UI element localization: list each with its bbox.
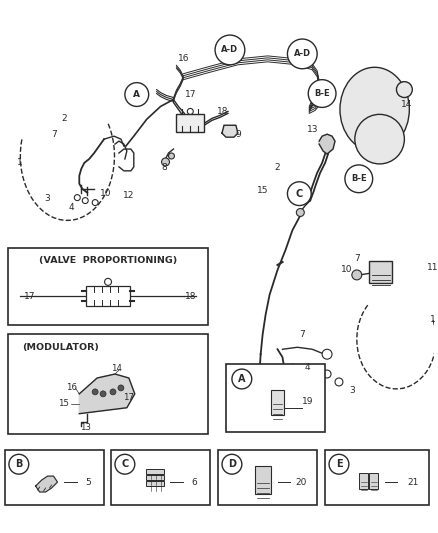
Polygon shape — [222, 125, 238, 137]
Bar — [146, 481, 163, 486]
Circle shape — [100, 391, 106, 397]
Circle shape — [308, 79, 336, 108]
Text: 5: 5 — [85, 478, 91, 487]
Bar — [86, 286, 130, 305]
Text: (VALVE  PROPORTIONING): (VALVE PROPORTIONING) — [39, 255, 177, 264]
Text: D: D — [228, 459, 236, 469]
Circle shape — [215, 35, 245, 65]
Bar — [226, 364, 325, 432]
Circle shape — [396, 82, 412, 98]
Text: 7: 7 — [52, 130, 57, 139]
Text: 21: 21 — [408, 478, 419, 487]
Circle shape — [352, 270, 362, 280]
Text: 10: 10 — [341, 265, 353, 274]
Bar — [146, 469, 163, 474]
Text: 1: 1 — [17, 158, 23, 167]
Circle shape — [297, 208, 304, 216]
Text: 10: 10 — [100, 189, 112, 198]
Bar — [369, 473, 378, 489]
Polygon shape — [79, 374, 135, 414]
Bar — [218, 450, 317, 505]
Text: 12: 12 — [123, 191, 134, 200]
Text: 14: 14 — [111, 364, 123, 373]
Text: (MODULATOR): (MODULATOR) — [22, 343, 99, 352]
Text: 2: 2 — [62, 114, 67, 123]
Bar — [271, 390, 284, 415]
Text: 18: 18 — [217, 107, 229, 116]
Polygon shape — [319, 134, 335, 154]
Bar — [8, 248, 208, 326]
Text: 11: 11 — [427, 263, 438, 272]
Text: C: C — [296, 189, 303, 199]
Text: 14: 14 — [401, 100, 412, 109]
Circle shape — [222, 454, 242, 474]
Circle shape — [110, 389, 116, 395]
Circle shape — [162, 158, 170, 166]
Text: 7: 7 — [300, 330, 305, 339]
Text: 9: 9 — [235, 130, 241, 139]
Ellipse shape — [355, 115, 404, 164]
Circle shape — [169, 153, 174, 159]
Text: B: B — [15, 459, 22, 469]
Circle shape — [187, 108, 193, 115]
Text: 4: 4 — [304, 362, 310, 372]
Text: 3: 3 — [45, 194, 50, 203]
Circle shape — [82, 198, 88, 204]
Polygon shape — [35, 476, 57, 492]
Text: E: E — [336, 459, 342, 469]
Text: B-E: B-E — [351, 174, 367, 183]
FancyBboxPatch shape — [369, 261, 392, 283]
Circle shape — [329, 454, 349, 474]
Ellipse shape — [340, 67, 410, 151]
Text: B-E: B-E — [314, 89, 330, 98]
Circle shape — [105, 278, 112, 285]
Text: 19: 19 — [301, 397, 313, 406]
Circle shape — [287, 39, 317, 69]
Bar — [255, 466, 271, 494]
Text: A-D: A-D — [221, 45, 239, 54]
Circle shape — [74, 195, 80, 200]
Text: 18: 18 — [184, 292, 196, 301]
Circle shape — [115, 454, 135, 474]
Bar — [5, 450, 104, 505]
Bar — [146, 475, 163, 480]
Bar — [8, 334, 208, 433]
Text: A: A — [238, 374, 246, 384]
Circle shape — [345, 165, 373, 192]
Text: 15: 15 — [257, 186, 268, 195]
Text: 1: 1 — [430, 315, 436, 324]
Bar — [359, 473, 368, 489]
Text: 15: 15 — [58, 399, 69, 408]
Bar — [325, 450, 429, 505]
Text: 16: 16 — [66, 383, 77, 392]
FancyBboxPatch shape — [177, 115, 204, 132]
Circle shape — [287, 182, 311, 206]
Text: A: A — [133, 90, 140, 99]
Text: 6: 6 — [191, 478, 197, 487]
Text: C: C — [121, 459, 128, 469]
Text: 16: 16 — [178, 54, 189, 63]
Text: 13: 13 — [307, 125, 318, 134]
Text: 3: 3 — [349, 386, 355, 395]
Text: 4: 4 — [69, 203, 74, 212]
Text: 17: 17 — [184, 90, 196, 99]
Circle shape — [9, 454, 29, 474]
Text: 7: 7 — [354, 254, 360, 263]
Text: 17: 17 — [124, 393, 134, 402]
Text: 17: 17 — [24, 292, 35, 301]
Circle shape — [125, 83, 148, 107]
Circle shape — [322, 349, 332, 359]
Text: 2: 2 — [275, 164, 280, 172]
Circle shape — [335, 378, 343, 386]
Bar — [111, 450, 210, 505]
Text: 8: 8 — [162, 164, 167, 172]
Circle shape — [92, 199, 98, 206]
Circle shape — [118, 385, 124, 391]
Circle shape — [323, 370, 331, 378]
Text: A-D: A-D — [294, 50, 311, 59]
Circle shape — [232, 369, 252, 389]
Circle shape — [92, 389, 98, 395]
Text: 13: 13 — [80, 423, 91, 432]
Text: 20: 20 — [296, 478, 307, 487]
